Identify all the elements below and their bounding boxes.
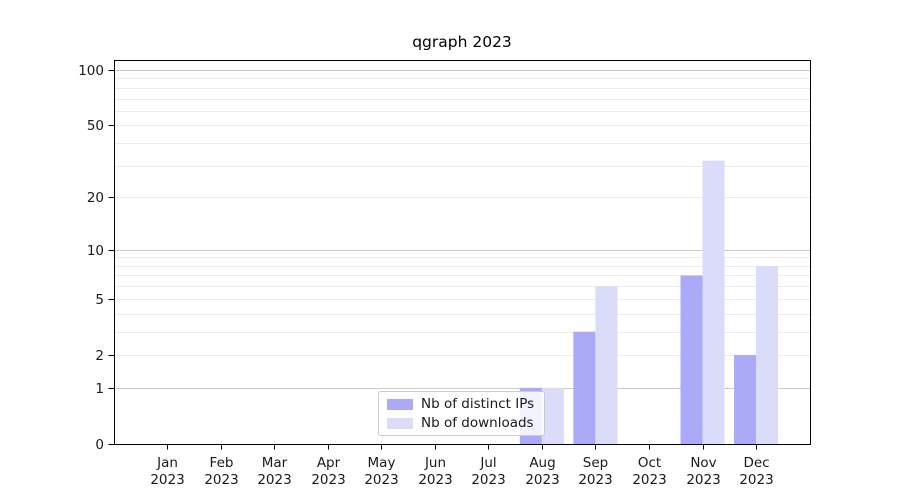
bar-distinct-ips-Dec <box>734 354 757 444</box>
y-tick-label: 100 <box>78 63 104 79</box>
x-tick-label-year: 2023 <box>578 472 612 488</box>
x-tick-label-month: Feb <box>210 455 234 471</box>
x-tick-label-year: 2023 <box>739 472 773 488</box>
y-tick-label: 2 <box>95 348 104 364</box>
y-tick-label: 10 <box>87 243 104 259</box>
x-tick-label-year: 2023 <box>471 472 505 488</box>
x-tick-label-month: Dec <box>743 455 769 471</box>
chart-title: qgraph 2023 <box>412 33 512 51</box>
x-tick-label-month: Oct <box>638 455 661 471</box>
legend: Nb of distinct IPs Nb of downloads <box>378 391 545 436</box>
x-tick-label-year: 2023 <box>364 472 398 488</box>
x-tick-label-month: Apr <box>317 455 341 471</box>
bar-downloads-Nov <box>702 160 725 444</box>
bar-distinct-ips-Nov <box>680 275 703 444</box>
y-tick-label: 20 <box>87 190 104 206</box>
bar-downloads-Sep <box>595 286 618 444</box>
x-tick-label-year: 2023 <box>150 472 184 488</box>
axes-frame <box>114 60 811 445</box>
x-tick-label-year: 2023 <box>418 472 452 488</box>
bar-downloads-Aug <box>541 387 564 444</box>
y-tick-label: 0 <box>95 437 104 453</box>
bar-distinct-ips-Sep <box>573 331 596 444</box>
legend-label-distinct-ips: Nb of distinct IPs <box>421 396 535 412</box>
x-tick-label-year: 2023 <box>632 472 666 488</box>
x-tick-label-month: Aug <box>529 455 555 471</box>
legend-item-downloads: Nb of downloads <box>387 415 536 431</box>
x-tick-label-year: 2023 <box>204 472 238 488</box>
x-tick-label-month: Jan <box>156 455 178 471</box>
x-tick-label-year: 2023 <box>257 472 291 488</box>
x-tick-label-year: 2023 <box>525 472 559 488</box>
x-tick-label-month: Sep <box>583 455 608 471</box>
y-tick-label: 50 <box>87 118 104 134</box>
x-tick-label-month: Mar <box>262 455 288 471</box>
legend-label-downloads: Nb of downloads <box>421 415 534 431</box>
legend-swatch-distinct-ips <box>387 398 413 410</box>
x-tick-label-month: May <box>368 455 396 471</box>
x-tick-label-year: 2023 <box>311 472 345 488</box>
legend-item-distinct-ips: Nb of distinct IPs <box>387 396 536 412</box>
legend-swatch-downloads <box>387 417 413 429</box>
y-tick-label: 5 <box>95 292 104 308</box>
x-tick-label-month: Nov <box>690 455 716 471</box>
y-tick-label: 1 <box>95 381 104 397</box>
bar-downloads-Dec <box>756 265 779 444</box>
x-tick-label-month: Jul <box>479 455 496 471</box>
x-tick-label-year: 2023 <box>686 472 720 488</box>
x-tick-label-month: Jun <box>424 455 446 471</box>
